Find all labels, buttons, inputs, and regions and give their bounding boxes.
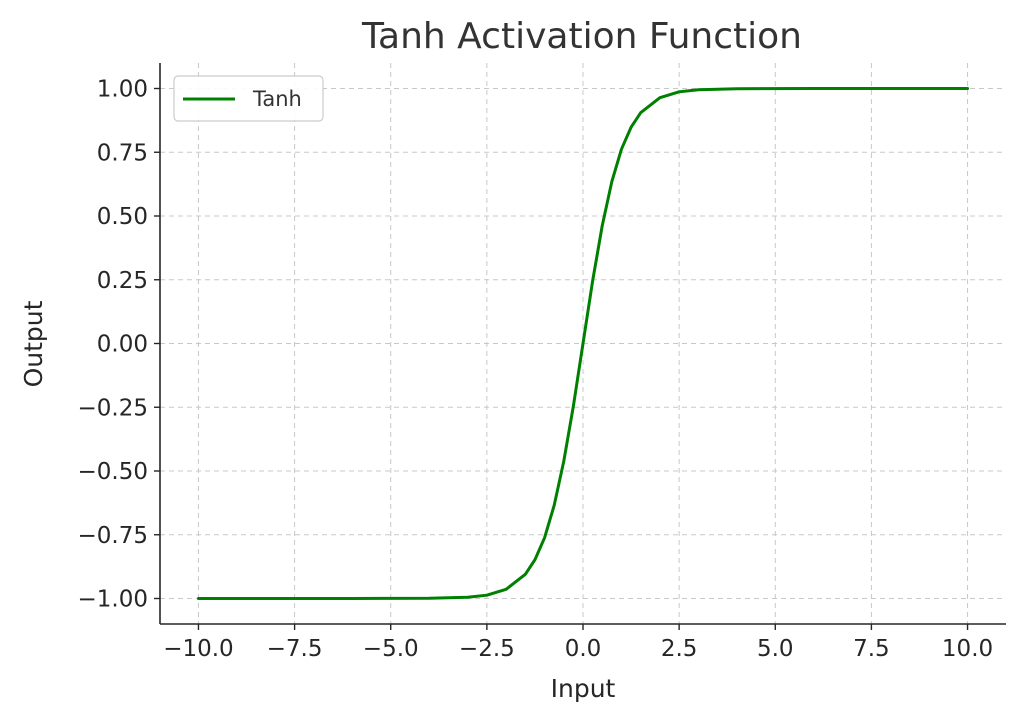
series-layer [196, 87, 970, 600]
x-tick-label: 2.5 [661, 636, 698, 662]
y-tick-label: 0.00 [97, 332, 148, 358]
x-tick-label: 10.0 [942, 636, 993, 662]
y-tick-label: 1.00 [97, 77, 148, 103]
series-line-tanh [196, 87, 970, 600]
x-axis-title: Input [551, 674, 616, 703]
grid [160, 63, 1006, 624]
y-tick-label: 0.50 [97, 204, 148, 230]
x-tick-label: −10.0 [163, 636, 233, 662]
y-tick-label: −0.75 [78, 523, 148, 549]
y-axis-title: Output [19, 300, 48, 387]
x-tick-label: −7.5 [267, 636, 323, 662]
chart-title: Tanh Activation Function [361, 16, 802, 57]
y-tick-label: 0.75 [97, 140, 148, 166]
y-tick-label: 0.25 [97, 268, 148, 294]
y-axis-ticks: −1.00 −0.75 −0.50 −0.25 0.00 0.25 0.50 0.75 1.00 [78, 77, 160, 613]
x-axis-ticks: −10.0 −7.5 −5.0 −2.5 0.0 2.5 5.0 7.5 10.0 [163, 624, 993, 662]
x-tick-label: 0.0 [565, 636, 602, 662]
x-tick-label: 5.0 [757, 636, 794, 662]
legend-box [173, 75, 324, 122]
y-tick-label: −0.25 [78, 395, 148, 421]
x-tick-label: 7.5 [853, 636, 890, 662]
x-tick-label: −5.0 [363, 636, 419, 662]
legend: Tanh [173, 75, 324, 122]
y-tick-label: −1.00 [78, 587, 148, 613]
x-tick-label: −2.5 [459, 636, 515, 662]
y-tick-label: −0.50 [78, 459, 148, 485]
legend-label-tanh: Tanh [252, 87, 302, 111]
